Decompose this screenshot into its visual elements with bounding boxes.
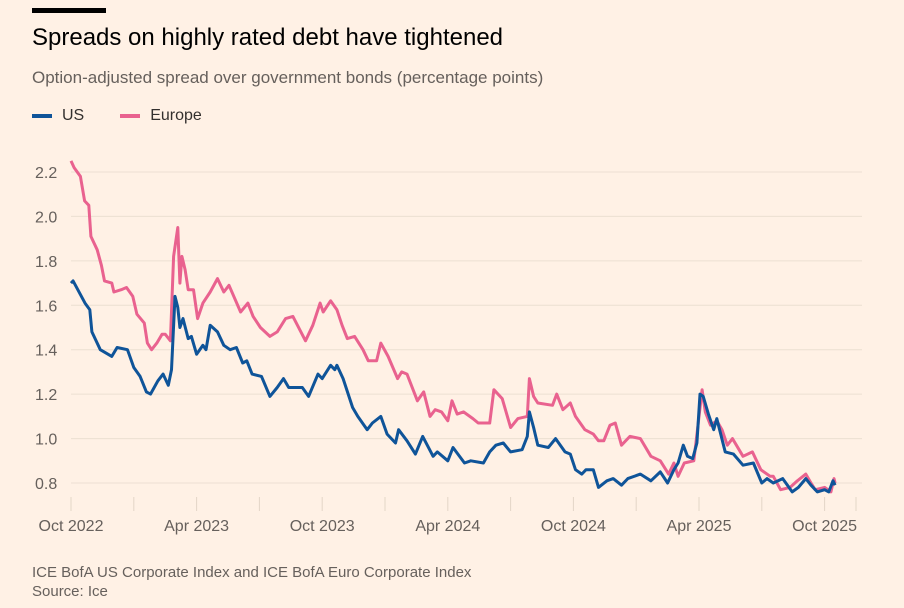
chart-title: Spreads on highly rated debt have tighte… xyxy=(32,24,504,51)
y-tick-label: 1.8 xyxy=(35,254,57,271)
x-tick-label: Oct 2022 xyxy=(39,518,104,535)
legend-swatch-europe xyxy=(120,114,141,118)
x-tick-label: Oct 2025 xyxy=(792,518,857,535)
series-line-us xyxy=(69,279,837,494)
legend-swatch-us xyxy=(32,114,52,118)
x-tick-label: Oct 2024 xyxy=(541,518,606,535)
footer: ICE BofA US Corporate Index and ICE BofA… xyxy=(32,563,471,601)
y-tick-label: 2.2 xyxy=(35,165,57,182)
y-tick-label: 1.2 xyxy=(35,387,57,404)
x-tick-label: Apr 2023 xyxy=(164,518,229,535)
y-tick-label: 2.0 xyxy=(35,209,57,226)
legend-label-europe: Europe xyxy=(150,107,202,124)
legend-label-us: US xyxy=(62,107,85,124)
legend: US Europe xyxy=(32,107,202,125)
x-tick-label: Oct 2023 xyxy=(290,518,355,535)
y-tick-label: 0.8 xyxy=(35,476,57,493)
legend-item-europe: Europe xyxy=(120,107,202,125)
source: Source: Ice xyxy=(32,583,108,600)
x-tick-label: Apr 2025 xyxy=(667,518,732,535)
brand-bar xyxy=(32,8,106,13)
x-tick-label: Apr 2024 xyxy=(415,518,480,535)
y-tick-label: 1.4 xyxy=(35,343,57,360)
footnote: ICE BofA US Corporate Index and ICE BofA… xyxy=(32,564,472,581)
y-tick-label: 1.0 xyxy=(35,432,57,449)
legend-item-us: US xyxy=(32,107,84,125)
y-tick-label: 1.6 xyxy=(35,298,57,315)
chart-subtitle: Option-adjusted spread over government b… xyxy=(32,68,544,87)
